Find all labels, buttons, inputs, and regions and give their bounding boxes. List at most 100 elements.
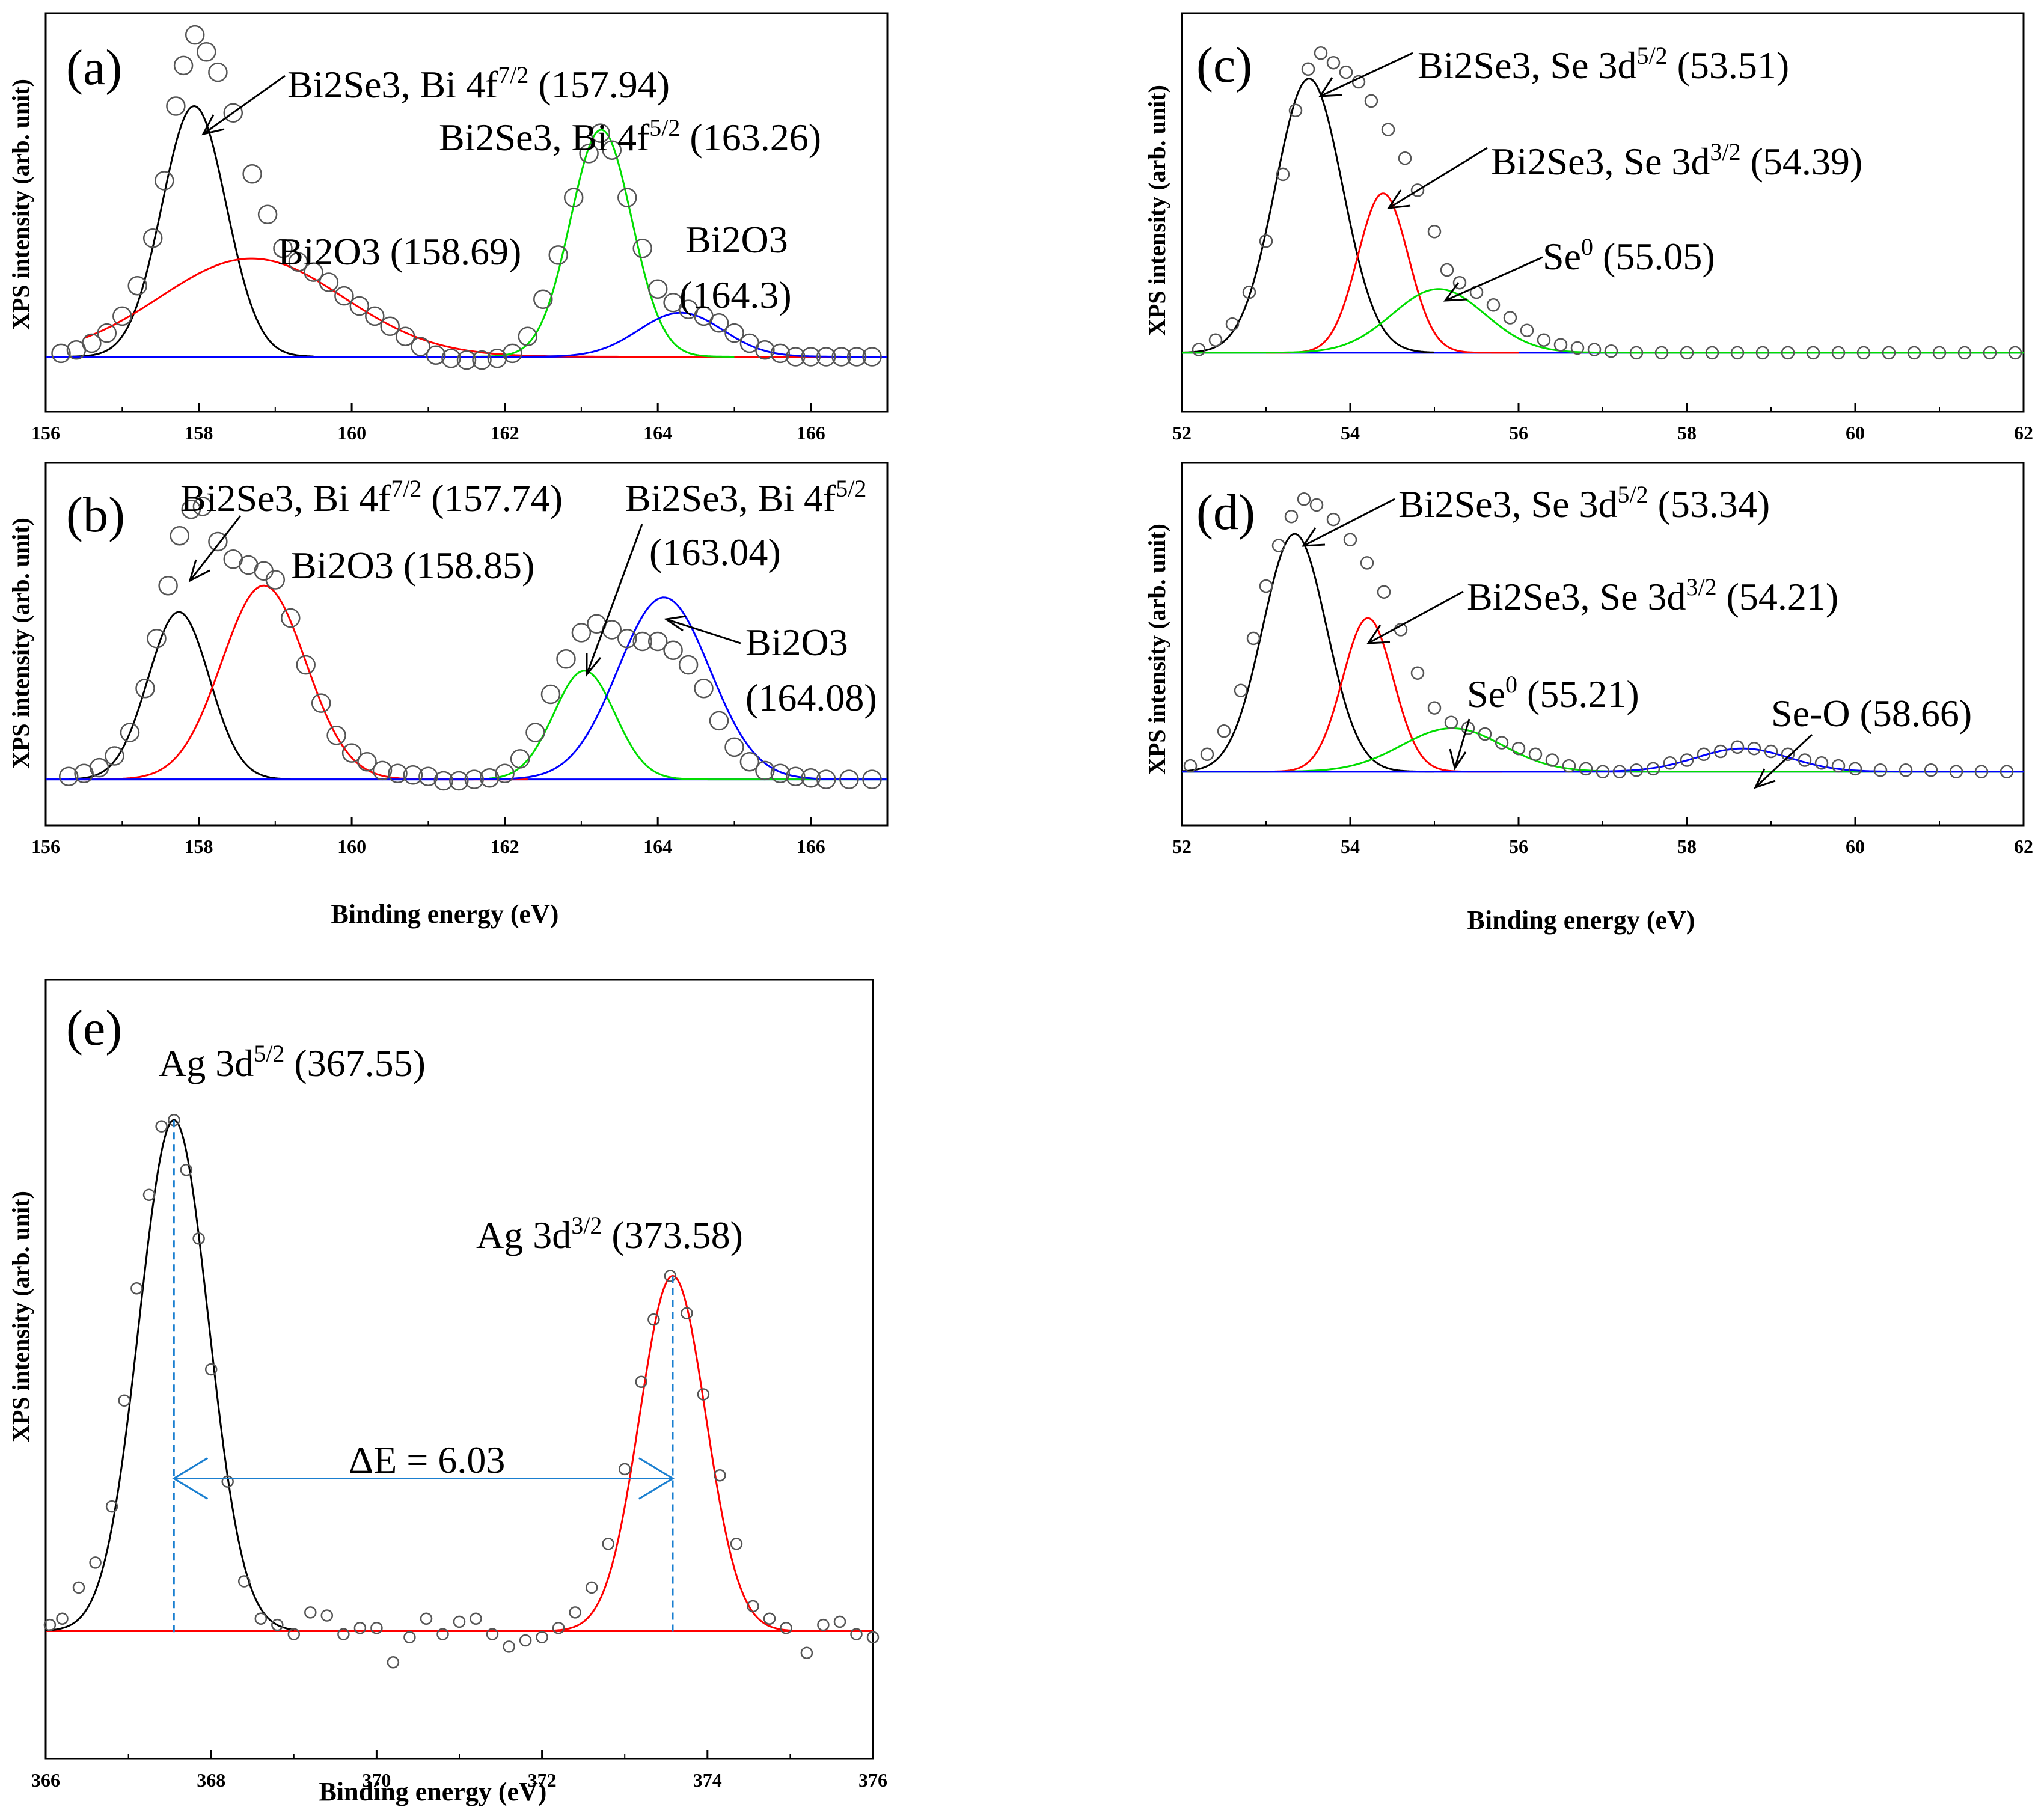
data-point (647, 279, 668, 299)
data-point (664, 1270, 677, 1282)
y-axis-label: XPS intensity (arb. unit) (7, 518, 34, 769)
arrow-d3 (1454, 718, 1470, 769)
x-tick-label: 162 (491, 836, 519, 857)
annotation-c1: Bi2Se3, Se 3d5/2 (53.51) (1418, 42, 1789, 87)
data-point (58, 766, 79, 786)
data-point (1339, 65, 1353, 79)
arrow-b4 (666, 618, 741, 644)
data-point (357, 752, 377, 772)
annotation-e2-value: (373.58) (602, 1214, 743, 1256)
data-point (510, 749, 530, 769)
data-point (288, 252, 308, 272)
data-point (242, 164, 262, 184)
data-point (739, 752, 760, 772)
annotation-b3-main: Bi2Se3, Bi 4f (625, 477, 836, 519)
y-axis-label: XPS intensity (arb. unit) (1143, 524, 1170, 775)
annotation-b1-value: (157.74) (421, 477, 563, 519)
data-point (127, 275, 147, 296)
fit-curve-4 (46, 311, 887, 358)
data-point (1301, 62, 1315, 76)
annotation-c3: Se0 (55.05) (1543, 233, 1715, 278)
data-point (449, 771, 469, 791)
data-point (1427, 225, 1442, 239)
data-point (602, 140, 622, 160)
data-point (801, 347, 821, 367)
panel-d: (d) XPS intensity (arb. unit) 52 54 56 58 60… (1143, 462, 2033, 935)
panel-label: (c) (1196, 37, 1252, 93)
data-point (185, 25, 205, 45)
data-point (1398, 151, 1412, 165)
annotation-d1-value: (53.34) (1648, 483, 1770, 525)
x-tick-label: 370 (362, 1769, 391, 1791)
data-point (755, 340, 775, 360)
data-point (786, 766, 806, 786)
data-point (181, 499, 201, 519)
fit-curve-2 (1266, 192, 1519, 354)
annotation-a1-main: Bi2Se3, Bi 4f (287, 63, 498, 106)
x-tick-label: 52 (1172, 836, 1192, 857)
x-tick-label: 160 (337, 422, 366, 444)
data-point (453, 1615, 466, 1628)
data-point (403, 1631, 416, 1644)
data-point (839, 769, 859, 789)
data-point (281, 608, 301, 628)
arrow-b3-head (586, 653, 602, 677)
data-point (556, 649, 576, 669)
data-point (763, 1612, 776, 1625)
data-point (1873, 763, 1888, 777)
chart-marks (1182, 46, 2024, 360)
data-point (618, 1463, 631, 1476)
data-point (326, 726, 346, 745)
annotation-d3-sup: 0 (1505, 671, 1517, 698)
data-point (1730, 346, 1745, 360)
data-point (319, 272, 339, 292)
data-point (780, 1622, 792, 1634)
x-axis: 366 368 370 372 374 376 (31, 1750, 887, 1791)
arrow-d4 (1754, 733, 1813, 789)
annotation-c1-sup: 5/2 (1636, 42, 1667, 69)
data-point (1570, 341, 1585, 355)
annotation-d1: Bi2Se3, Se 3d5/2 (53.34) (1398, 481, 1770, 525)
y-axis-label: XPS intensity (arb. unit) (7, 1191, 34, 1442)
annotation-e1-value: (367.55) (284, 1042, 426, 1084)
data-point (569, 1606, 581, 1619)
x-tick-label: 164 (643, 836, 672, 857)
plot-frame (44, 12, 889, 413)
panel-label: (d) (1196, 485, 1255, 540)
data-point (105, 746, 124, 766)
x-tick-label: 164 (643, 422, 672, 444)
arrow-b4-head (663, 615, 687, 632)
x-tick-label: 58 (1677, 836, 1697, 857)
data-point (747, 1600, 759, 1613)
data-point (155, 1120, 168, 1133)
annotation-e3: ΔE = 6.03 (349, 1438, 505, 1481)
data-point (208, 62, 228, 82)
panel-label: (b) (66, 487, 125, 543)
data-point (1680, 753, 1694, 767)
data-point (1579, 762, 1593, 776)
data-point (1242, 285, 1256, 299)
data-point (192, 1232, 205, 1245)
data-point (1326, 512, 1341, 527)
x-axis: 156 158 160 162 164 166 (31, 403, 825, 444)
data-point (647, 631, 668, 652)
data-point (1377, 585, 1391, 599)
data-point (786, 347, 806, 367)
data-point (755, 760, 775, 781)
annotation-a2-sup: 5/2 (649, 114, 680, 141)
fit-curve-2 (84, 584, 528, 781)
data-point (1183, 759, 1198, 773)
data-point (1781, 346, 1795, 360)
data-point (1663, 756, 1677, 770)
arrow-d2 (1368, 590, 1464, 644)
data-point (173, 55, 194, 76)
arrow-c1 (1320, 52, 1413, 97)
chart-marks (1181, 492, 2024, 779)
data-point (730, 1538, 743, 1550)
data-point (1520, 323, 1534, 337)
data-point (2000, 765, 2014, 779)
data-point (472, 350, 492, 370)
data-point (353, 1622, 367, 1634)
annotation-c3-main: Se (1543, 235, 1581, 278)
